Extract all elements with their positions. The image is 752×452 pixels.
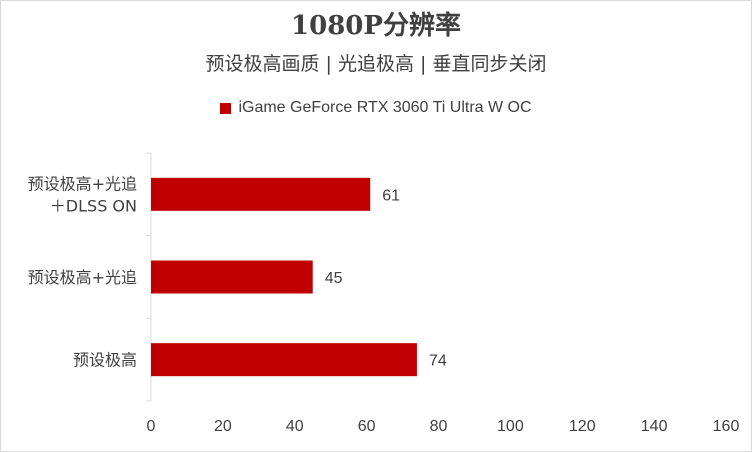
data-label: 74 <box>429 353 447 370</box>
bar <box>151 260 313 294</box>
category-label: 预设极高+光追＋DLSS ON <box>28 174 137 215</box>
x-tick-label: 160 <box>713 418 740 435</box>
legend-label: iGame GeForce RTX 3060 Ti Ultra W OC <box>238 99 532 116</box>
legend-swatch <box>220 102 232 114</box>
chart-subtitle: 预设极高画质 | 光追极高 | 垂直同步关闭 <box>205 53 547 75</box>
bar <box>151 343 417 377</box>
x-tick-label: 100 <box>497 418 524 435</box>
bar <box>151 177 371 211</box>
x-tick-label: 80 <box>430 418 448 435</box>
chart-title: 1080P分辨率 <box>291 11 461 41</box>
data-label: 61 <box>382 187 400 204</box>
data-label: 45 <box>325 270 343 287</box>
x-tick-label: 120 <box>569 418 596 435</box>
x-tick-label: 60 <box>358 418 376 435</box>
legend: iGame GeForce RTX 3060 Ti Ultra W OC <box>1 99 751 117</box>
x-tick-label: 40 <box>286 418 304 435</box>
x-tick-label: 0 <box>147 418 156 435</box>
category-label: 预设极高 <box>73 351 137 370</box>
category-label: 预设极高+光追 <box>28 268 137 287</box>
x-tick-label: 20 <box>214 418 232 435</box>
x-tick-label: 140 <box>641 418 668 435</box>
